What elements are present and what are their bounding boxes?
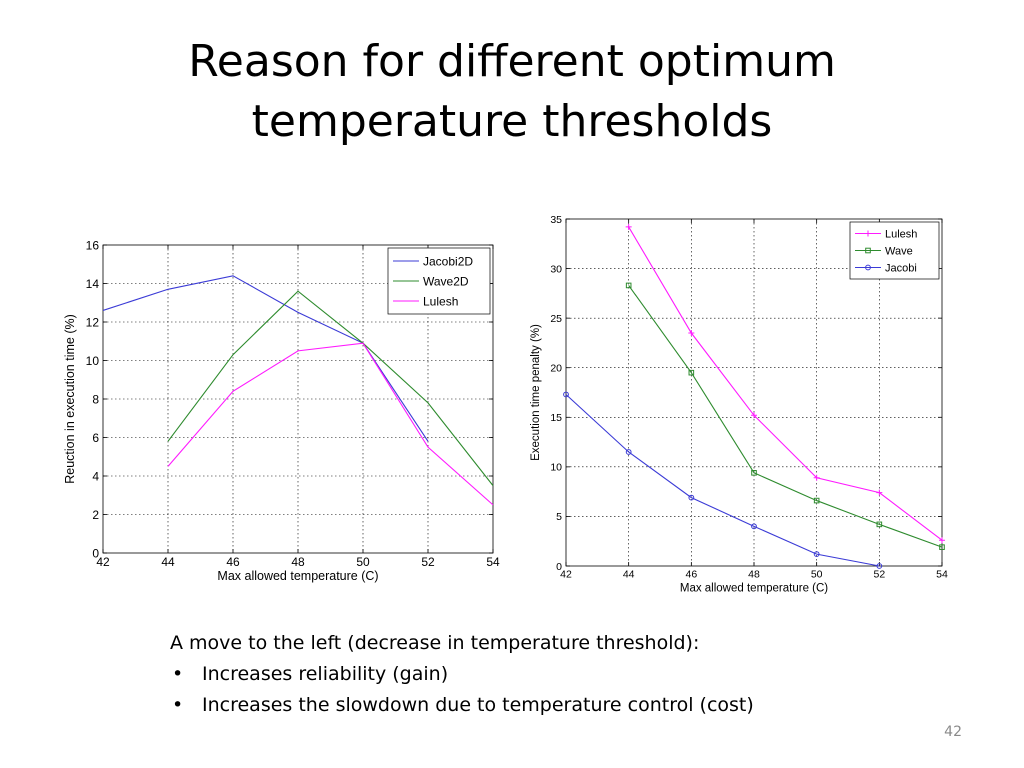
legend-label: Wave [885, 245, 913, 257]
x-tick-label: 54 [486, 555, 500, 569]
slide-title-line-1: Reason for different optimum [188, 36, 836, 87]
data-point-circle [688, 494, 695, 501]
data-point-plus [751, 412, 757, 419]
bullet-item: • Increases the slowdown due to temperatu… [170, 690, 890, 721]
y-tick-label: 15 [550, 412, 562, 424]
data-point-circle [563, 391, 569, 398]
legend-label: Jacobi2D [423, 254, 473, 268]
y-tick-label: 10 [86, 354, 100, 368]
data-point-circle [813, 551, 820, 558]
y-tick-label: 6 [92, 431, 99, 445]
y-tick-label: 25 [550, 313, 562, 325]
legend-label: Wave2D [423, 274, 469, 288]
y-tick-label: 35 [550, 214, 562, 226]
y-tick-label: 4 [92, 469, 99, 483]
series-line [565, 394, 880, 567]
series-wave [625, 282, 945, 550]
series-line [628, 285, 943, 548]
slide-body-text: A move to the left (decrease in temperat… [170, 628, 890, 721]
legend-label: Lulesh [885, 228, 917, 240]
y-tick-label: 0 [556, 561, 562, 573]
data-point-square [625, 282, 632, 289]
y-tick-label: 8 [92, 392, 99, 406]
execution-time-penalty-chart: 42 44 46 48 50 52 54 0 5 10 15 20 25 30 35 Max allowed … [530, 214, 948, 595]
x-axis-label: Max allowed temperature (C) [680, 583, 828, 595]
data-point-square [751, 470, 757, 476]
y-tick-label: 10 [550, 462, 562, 474]
data-point-square [813, 497, 820, 504]
data-point-plus [876, 489, 883, 496]
y-tick-label: 14 [86, 277, 100, 291]
data-point-circle [625, 449, 632, 455]
bullet-item: • Increases reliability (gain) [170, 659, 890, 690]
data-point-square [876, 521, 883, 528]
data-point-square [865, 247, 871, 254]
x-tick-label: 52 [873, 569, 885, 581]
x-tick-label: 44 [623, 569, 635, 581]
bullet-text: Increases the slowdown due to temperatur… [202, 694, 754, 716]
x-tick-label: 54 [936, 569, 948, 581]
data-point-circle [876, 563, 883, 569]
page-number: 42 [944, 724, 962, 740]
x-tick-label: 42 [96, 555, 110, 569]
x-tick-label: 44 [161, 555, 175, 569]
y-tick-label: 30 [550, 263, 562, 275]
bullet-list: • Increases reliability (gain) • Increases… [170, 659, 890, 721]
y-tick-label: 5 [556, 511, 562, 523]
y-tick-label: 20 [550, 362, 562, 374]
data-point-plus [939, 537, 945, 544]
x-tick-label: 46 [226, 555, 240, 569]
y-tick-label: 2 [92, 508, 99, 522]
x-tick-label: 48 [291, 555, 305, 569]
bullet-text: Increases reliability (gain) [202, 663, 449, 685]
series-lulesh [625, 223, 945, 544]
series-line [167, 290, 494, 486]
y-tick-label: 0 [92, 546, 99, 560]
intro-text: A move to the left (decrease in temperat… [170, 632, 700, 654]
data-point-plus [865, 230, 871, 237]
y-axis-label: Reuction in execution time (%) [63, 314, 77, 484]
y-axis-label: Execution time penalty (%) [530, 324, 542, 461]
legend-label: Jacobi [885, 262, 917, 274]
bullet-dot-icon: • [172, 694, 184, 716]
legend: Lulesh Wave Jacobi [849, 221, 940, 280]
x-tick-label: 46 [685, 569, 697, 581]
series-jacobi [563, 391, 883, 569]
legend: Jacobi2D Wave2D Lulesh [387, 247, 491, 315]
y-tick-label: 12 [86, 315, 100, 329]
bullet-dot-icon: • [172, 663, 184, 685]
data-point-plus [688, 330, 695, 337]
x-tick-label: 50 [811, 569, 823, 581]
series-line [167, 342, 494, 506]
series-wave2d [167, 290, 494, 486]
x-tick-label: 52 [421, 555, 435, 569]
x-axis-label: Max allowed temperature (C) [217, 569, 378, 583]
y-tick-label: 16 [86, 238, 100, 252]
data-point-plus [813, 474, 820, 481]
data-point-square [939, 544, 945, 550]
legend-label: Lulesh [423, 294, 458, 308]
x-tick-label: 50 [356, 555, 370, 569]
data-point-circle [751, 523, 757, 530]
data-point-square [688, 369, 695, 376]
data-point-circle [865, 264, 871, 271]
x-tick-label: 48 [748, 569, 760, 581]
series-lulesh [167, 342, 494, 506]
x-tick-label: 42 [560, 569, 572, 581]
slide-title: Reason for different optimum temperature… [0, 32, 1024, 152]
series-line [628, 226, 943, 541]
data-point-plus [625, 223, 632, 230]
slide-title-line-2: temperature thresholds [251, 96, 773, 147]
